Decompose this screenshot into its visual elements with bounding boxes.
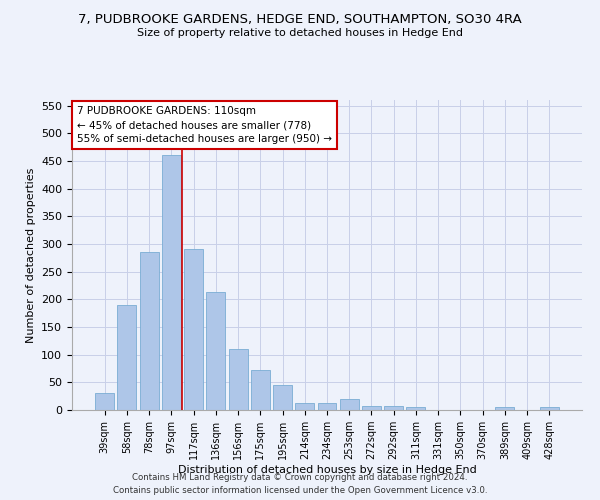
Bar [340, 399, 359, 410]
Bar [384, 406, 403, 410]
Bar [317, 404, 337, 410]
Bar [362, 406, 381, 410]
Bar [118, 305, 136, 410]
Bar [251, 370, 270, 410]
Text: Contains public sector information licensed under the Open Government Licence v3: Contains public sector information licen… [113, 486, 487, 495]
Text: Size of property relative to detached houses in Hedge End: Size of property relative to detached ho… [137, 28, 463, 38]
Bar [229, 349, 248, 410]
Text: Contains HM Land Registry data © Crown copyright and database right 2024.: Contains HM Land Registry data © Crown c… [132, 472, 468, 482]
Bar [406, 407, 425, 410]
Text: 7 PUDBROOKE GARDENS: 110sqm
← 45% of detached houses are smaller (778)
55% of se: 7 PUDBROOKE GARDENS: 110sqm ← 45% of det… [77, 106, 332, 144]
Bar [95, 394, 114, 410]
Bar [496, 407, 514, 410]
Bar [273, 384, 292, 410]
Bar [140, 252, 158, 410]
Bar [206, 292, 225, 410]
Bar [295, 404, 314, 410]
Y-axis label: Number of detached properties: Number of detached properties [26, 168, 35, 342]
Bar [540, 407, 559, 410]
Bar [184, 250, 203, 410]
Text: 7, PUDBROOKE GARDENS, HEDGE END, SOUTHAMPTON, SO30 4RA: 7, PUDBROOKE GARDENS, HEDGE END, SOUTHAM… [78, 12, 522, 26]
X-axis label: Distribution of detached houses by size in Hedge End: Distribution of detached houses by size … [178, 465, 476, 475]
Bar [162, 156, 181, 410]
